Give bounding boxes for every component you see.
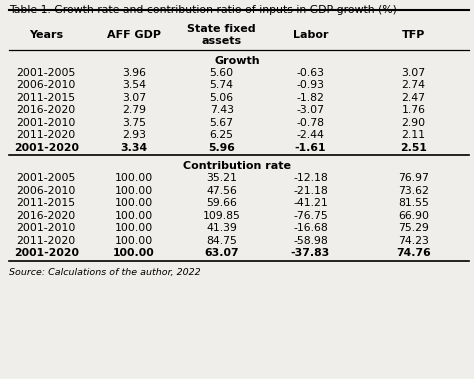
Text: 2001-2010: 2001-2010 [17, 223, 76, 233]
Text: 2001-2010: 2001-2010 [17, 118, 76, 128]
Text: Labor: Labor [293, 30, 328, 40]
Text: 7.43: 7.43 [210, 105, 234, 115]
Text: Growth: Growth [214, 56, 260, 66]
Text: 3.54: 3.54 [122, 80, 146, 90]
Text: 5.06: 5.06 [210, 93, 234, 103]
Text: 1.76: 1.76 [401, 105, 426, 115]
Text: 47.56: 47.56 [206, 186, 237, 196]
Text: 2001-2020: 2001-2020 [14, 248, 79, 258]
Text: -12.18: -12.18 [293, 173, 328, 183]
Text: 100.00: 100.00 [115, 211, 153, 221]
Text: Table 1. Growth rate and contribution ratio of inputs in GDP growth (%): Table 1. Growth rate and contribution ra… [9, 5, 397, 14]
Text: 3.34: 3.34 [120, 143, 147, 153]
Text: -1.61: -1.61 [295, 143, 326, 153]
Text: 2006-2010: 2006-2010 [17, 80, 76, 90]
Text: 2.74: 2.74 [401, 80, 426, 90]
Text: -16.68: -16.68 [293, 223, 328, 233]
Text: -21.18: -21.18 [293, 186, 328, 196]
Text: 100.00: 100.00 [115, 236, 153, 246]
Text: 2016-2020: 2016-2020 [17, 105, 76, 115]
Text: 2.90: 2.90 [401, 118, 426, 128]
Text: 109.85: 109.85 [203, 211, 240, 221]
Text: 2001-2020: 2001-2020 [14, 143, 79, 153]
Text: 84.75: 84.75 [206, 236, 237, 246]
Text: 100.00: 100.00 [113, 248, 155, 258]
Text: 2.93: 2.93 [122, 130, 146, 140]
Text: -1.82: -1.82 [297, 93, 324, 103]
Text: 2011-2015: 2011-2015 [17, 198, 76, 208]
Text: 100.00: 100.00 [115, 198, 153, 208]
Text: 3.07: 3.07 [122, 93, 146, 103]
Text: -0.63: -0.63 [296, 68, 325, 78]
Text: 2011-2020: 2011-2020 [17, 130, 76, 140]
Text: 2001-2005: 2001-2005 [17, 173, 76, 183]
Text: -76.75: -76.75 [293, 211, 328, 221]
Text: 2011-2020: 2011-2020 [17, 236, 76, 246]
Text: Years: Years [29, 30, 63, 40]
Text: 5.60: 5.60 [210, 68, 234, 78]
Text: 3.96: 3.96 [122, 68, 146, 78]
Text: 2006-2010: 2006-2010 [17, 186, 76, 196]
Text: 3.75: 3.75 [122, 118, 146, 128]
Text: -2.44: -2.44 [297, 130, 324, 140]
Text: 3.07: 3.07 [401, 68, 426, 78]
Text: 5.67: 5.67 [210, 118, 234, 128]
Text: -3.07: -3.07 [296, 105, 325, 115]
Text: TFP: TFP [402, 30, 425, 40]
Text: 73.62: 73.62 [398, 186, 429, 196]
Text: 2.11: 2.11 [401, 130, 426, 140]
Text: 6.25: 6.25 [210, 130, 234, 140]
Text: Contribution rate: Contribution rate [183, 161, 291, 171]
Text: 76.97: 76.97 [398, 173, 429, 183]
Text: 63.07: 63.07 [204, 248, 239, 258]
Text: 2.51: 2.51 [400, 143, 427, 153]
Text: 74.76: 74.76 [396, 248, 431, 258]
Text: 100.00: 100.00 [115, 186, 153, 196]
Text: 35.21: 35.21 [206, 173, 237, 183]
Text: Source: Calculations of the author, 2022: Source: Calculations of the author, 2022 [9, 268, 201, 277]
Text: 2.79: 2.79 [122, 105, 146, 115]
Text: AFF GDP: AFF GDP [107, 30, 161, 40]
Text: 100.00: 100.00 [115, 173, 153, 183]
Text: 66.90: 66.90 [398, 211, 429, 221]
Text: 41.39: 41.39 [206, 223, 237, 233]
Text: -0.78: -0.78 [296, 118, 325, 128]
Text: 2001-2005: 2001-2005 [17, 68, 76, 78]
Text: -0.93: -0.93 [296, 80, 325, 90]
Text: 5.74: 5.74 [210, 80, 234, 90]
Text: 59.66: 59.66 [206, 198, 237, 208]
Text: 5.96: 5.96 [208, 143, 235, 153]
Text: 2016-2020: 2016-2020 [17, 211, 76, 221]
Text: 74.23: 74.23 [398, 236, 429, 246]
Text: -37.83: -37.83 [291, 248, 330, 258]
Text: 81.55: 81.55 [398, 198, 429, 208]
Text: 75.29: 75.29 [398, 223, 429, 233]
Text: 2011-2015: 2011-2015 [17, 93, 76, 103]
Text: State fixed
assets: State fixed assets [187, 24, 256, 45]
Text: -58.98: -58.98 [293, 236, 328, 246]
Text: -41.21: -41.21 [293, 198, 328, 208]
Text: 2.47: 2.47 [401, 93, 426, 103]
Text: 100.00: 100.00 [115, 223, 153, 233]
